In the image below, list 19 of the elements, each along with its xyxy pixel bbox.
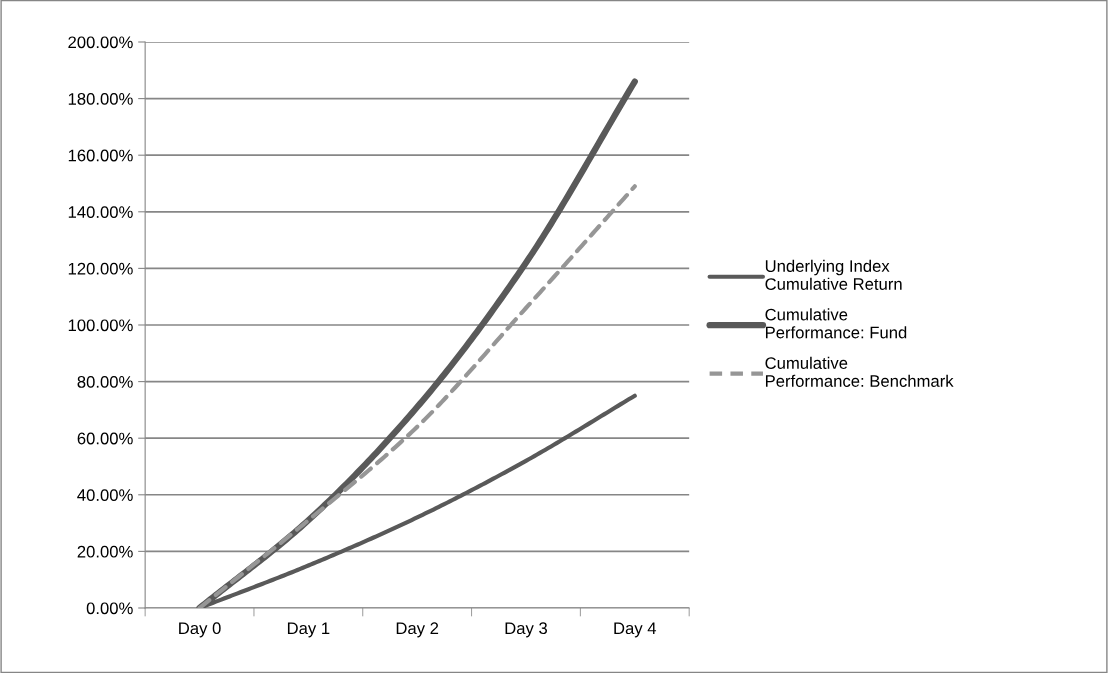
y-tick-label: 200.00%: [68, 36, 133, 49]
x-tick-label: Day 4: [614, 622, 657, 638]
y-tick-label: 0.00%: [86, 602, 133, 615]
y-tick-label: 60.00%: [77, 432, 133, 445]
y-tick-label: 80.00%: [77, 375, 133, 388]
x-tick-label: Day 2: [396, 622, 439, 638]
legend-label: Cumulative Performance: Fund: [765, 308, 907, 339]
y-tick-label: 40.00%: [77, 489, 133, 501]
x-tick-label: Day 0: [179, 622, 221, 638]
y-tick-label: 120.00%: [68, 262, 133, 275]
y-tick-label: 20.00%: [77, 545, 133, 558]
x-tick-label: Day 1: [287, 622, 330, 638]
y-tick-label: 160.00%: [68, 149, 133, 162]
x-tick-label: Day 3: [505, 622, 548, 638]
legend-label: Underlying Index Cumulative Return: [765, 259, 902, 290]
legend-label: Cumulative Performance: Benchmark: [765, 356, 954, 387]
y-tick-label: 100.00%: [68, 319, 133, 332]
y-tick-label: 180.00%: [68, 93, 133, 105]
y-tick-label: 140.00%: [68, 206, 133, 218]
